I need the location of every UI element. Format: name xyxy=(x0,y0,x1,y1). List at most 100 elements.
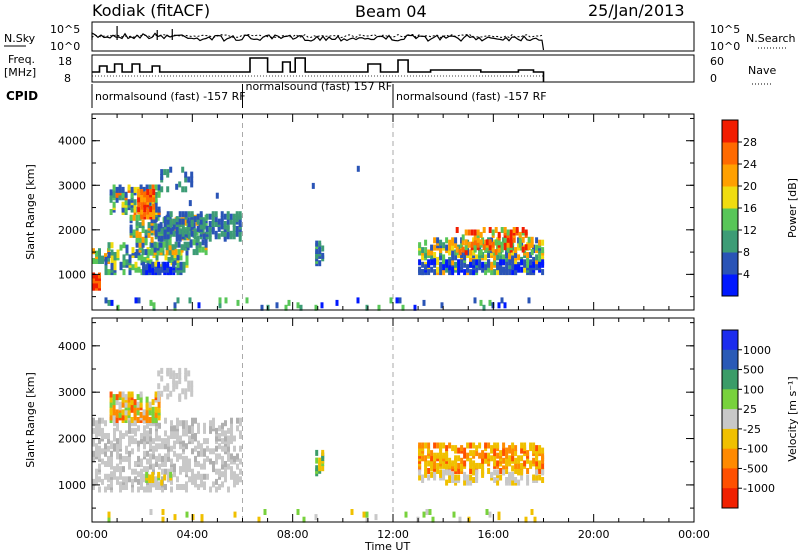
range-time-cell xyxy=(191,417,194,424)
range-time-cell xyxy=(479,299,483,306)
range-time-cell xyxy=(158,422,161,429)
range-time-cell xyxy=(173,302,177,309)
range-time-cell xyxy=(107,433,110,439)
colorbar-swatch xyxy=(722,186,738,209)
range-time-cell xyxy=(505,477,509,483)
range-time-cell xyxy=(107,438,110,445)
range-time-cell xyxy=(175,373,179,379)
range-time-cell xyxy=(131,435,134,442)
range-time-cell xyxy=(514,462,518,469)
range-time-cell xyxy=(484,452,488,459)
range-time-cell xyxy=(535,264,539,271)
range-time-cell xyxy=(454,445,458,452)
range-time-cell xyxy=(135,214,139,221)
range-time-cell xyxy=(125,484,128,490)
range-time-cell xyxy=(157,184,161,191)
range-time-cell xyxy=(433,259,437,266)
range-time-cell xyxy=(166,211,170,218)
range-time-cell xyxy=(460,259,464,266)
range-time-cell xyxy=(197,440,200,447)
range-time-cell xyxy=(421,261,425,268)
colorbar-swatch xyxy=(722,274,738,297)
range-time-cell xyxy=(162,241,166,248)
range-time-cell xyxy=(460,462,464,469)
colorbar-tick-label: -25 xyxy=(743,423,761,436)
range-time-cell xyxy=(155,430,158,437)
range-time-cell xyxy=(116,476,119,483)
range-time-cell xyxy=(421,254,425,261)
colorbar-tick-label: 20 xyxy=(743,180,757,193)
range-time-cell xyxy=(148,474,152,481)
range-time-cell xyxy=(463,452,467,459)
range-time-cell xyxy=(104,473,107,480)
range-time-cell xyxy=(92,272,95,279)
range-time-cell xyxy=(190,171,194,178)
range-time-cell xyxy=(442,254,446,261)
range-time-cell xyxy=(203,473,206,480)
range-time-cell xyxy=(520,259,524,266)
range-time-cell xyxy=(95,448,98,455)
range-time-cell xyxy=(109,209,113,215)
range-time-cell xyxy=(160,228,164,235)
range-time-cell xyxy=(233,481,236,488)
range-time-cell xyxy=(517,254,521,261)
range-time-cell xyxy=(451,249,455,256)
range-time-cell xyxy=(523,259,527,266)
range-time-cell xyxy=(164,254,168,261)
range-time-cell xyxy=(143,486,146,493)
range-time-cell xyxy=(163,474,167,481)
range-time-cell xyxy=(500,297,504,304)
range-time-cell xyxy=(153,241,157,248)
range-time-cell xyxy=(169,390,173,397)
range-time-cell xyxy=(448,239,452,246)
range-time-cell xyxy=(135,249,139,256)
range-time-cell xyxy=(478,259,482,266)
range-time-cell xyxy=(107,269,111,276)
range-time-cell xyxy=(445,445,449,452)
range-time-cell xyxy=(389,297,393,304)
colorbar-swatch xyxy=(722,330,738,351)
range-time-cell xyxy=(140,458,143,465)
range-time-cell xyxy=(209,448,212,455)
range-time-cell xyxy=(147,231,151,238)
range-time-cell xyxy=(211,218,215,225)
range-time-cell xyxy=(505,447,509,454)
range-time-cell xyxy=(401,304,405,311)
range-time-cell xyxy=(215,478,218,485)
range-time-cell xyxy=(506,229,510,236)
range-time-cell xyxy=(502,259,506,266)
range-time-cell xyxy=(142,409,146,416)
range-time-cell xyxy=(190,176,194,183)
range-time-cell xyxy=(170,466,173,473)
range-time-cell xyxy=(154,228,158,235)
range-time-cell xyxy=(433,269,437,276)
range-time-cell xyxy=(470,229,474,236)
range-time-cell xyxy=(482,227,486,233)
range-time-cell xyxy=(176,422,179,429)
nsky-label: N.Sky xyxy=(4,32,36,45)
range-time-cell xyxy=(161,509,165,515)
range-time-cell xyxy=(188,458,191,465)
range-time-cell xyxy=(205,225,209,232)
range-time-cell xyxy=(467,516,471,523)
range-time-cell xyxy=(143,440,146,447)
range-time-cell xyxy=(109,414,113,421)
range-time-cell xyxy=(398,297,402,304)
range-time-cell xyxy=(157,395,161,402)
xtick-label: 16:00 xyxy=(477,528,509,541)
range-time-cell xyxy=(127,396,131,403)
range-time-cell xyxy=(202,223,206,230)
range-time-cell xyxy=(178,373,182,379)
range-time-cell xyxy=(176,261,180,268)
range-time-cell xyxy=(496,469,500,476)
range-time-cell xyxy=(181,218,185,225)
range-time-cell xyxy=(151,269,155,276)
cpid-entry: normalsound (fast) -157 RF xyxy=(396,90,547,103)
range-time-cell xyxy=(112,404,116,411)
range-time-cell xyxy=(511,465,515,472)
range-time-cell xyxy=(122,455,125,462)
range-time-cell xyxy=(193,233,197,240)
range-time-cell xyxy=(454,254,458,261)
range-time-cell xyxy=(502,469,506,476)
range-time-cell xyxy=(275,302,279,309)
